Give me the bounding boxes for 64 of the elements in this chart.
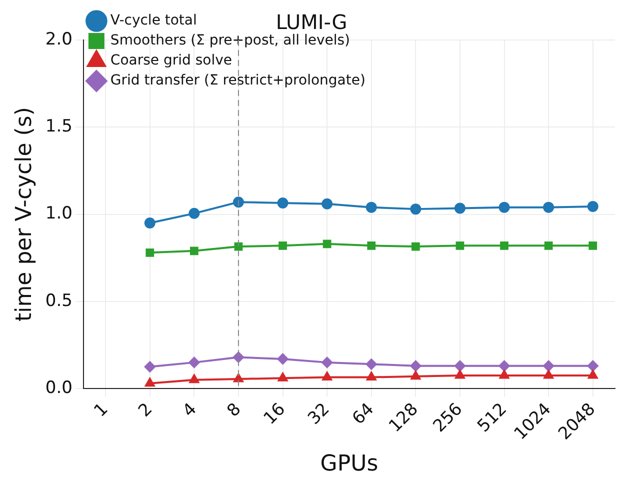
point xyxy=(498,202,510,213)
point xyxy=(454,360,466,372)
y-axis-title: time per V-cycle (s) xyxy=(12,107,37,322)
y-tick-label: 1.5 xyxy=(45,116,72,137)
point xyxy=(410,360,422,372)
point xyxy=(322,372,332,381)
point xyxy=(277,353,288,364)
point xyxy=(366,358,377,370)
point xyxy=(456,241,464,250)
legend-label: Coarse grid solve xyxy=(110,52,232,69)
point xyxy=(366,202,377,213)
point xyxy=(543,202,554,213)
point xyxy=(234,373,244,382)
point xyxy=(234,242,243,251)
point xyxy=(543,360,554,372)
point xyxy=(544,241,553,250)
point xyxy=(144,218,156,229)
x-tick-label: 2 xyxy=(134,399,157,422)
legend-label: Smoothers (Σ pre+post, all levels) xyxy=(110,32,350,49)
point xyxy=(188,208,200,219)
y-tick-label: 0.0 xyxy=(45,378,72,398)
legend-label: Grid transfer (Σ restrict+prolongate) xyxy=(110,72,366,89)
x-tick-label: 32 xyxy=(304,399,334,429)
point xyxy=(411,242,420,251)
point xyxy=(189,374,200,384)
point xyxy=(455,370,465,379)
point xyxy=(322,356,333,368)
point xyxy=(587,360,598,372)
point xyxy=(410,204,422,215)
point xyxy=(278,241,287,250)
point xyxy=(498,360,510,372)
x-tick-label: 128 xyxy=(385,399,422,436)
point xyxy=(366,372,376,381)
y-tick-label: 1.0 xyxy=(45,204,72,224)
point xyxy=(190,246,198,256)
legend-label: V-cycle total xyxy=(110,12,197,29)
point xyxy=(322,240,332,248)
x-tick-label: 1 xyxy=(90,399,112,422)
point xyxy=(454,202,466,214)
x-tick-label: 64 xyxy=(348,399,378,429)
point xyxy=(144,378,155,387)
point xyxy=(588,241,598,250)
point xyxy=(278,372,288,382)
x-tick-label: 512 xyxy=(474,399,511,436)
point xyxy=(587,200,598,212)
y-tick-label: 2.0 xyxy=(45,29,72,50)
x-axis-title: GPUs xyxy=(320,452,378,477)
x-tick-label: 8 xyxy=(223,399,246,422)
point xyxy=(410,370,421,380)
chart-title: LUMI-G xyxy=(276,10,348,34)
point xyxy=(188,356,200,368)
point xyxy=(367,241,376,250)
point xyxy=(277,197,288,208)
y-tick-label: 0.5 xyxy=(45,290,72,311)
point xyxy=(146,248,154,257)
point xyxy=(500,241,508,250)
point xyxy=(144,361,156,372)
point xyxy=(322,198,333,210)
point xyxy=(544,370,554,379)
x-tick-label: 16 xyxy=(260,399,290,429)
x-tick-label: 4 xyxy=(179,399,201,422)
point xyxy=(588,370,598,379)
point xyxy=(232,196,244,208)
point xyxy=(499,370,510,379)
